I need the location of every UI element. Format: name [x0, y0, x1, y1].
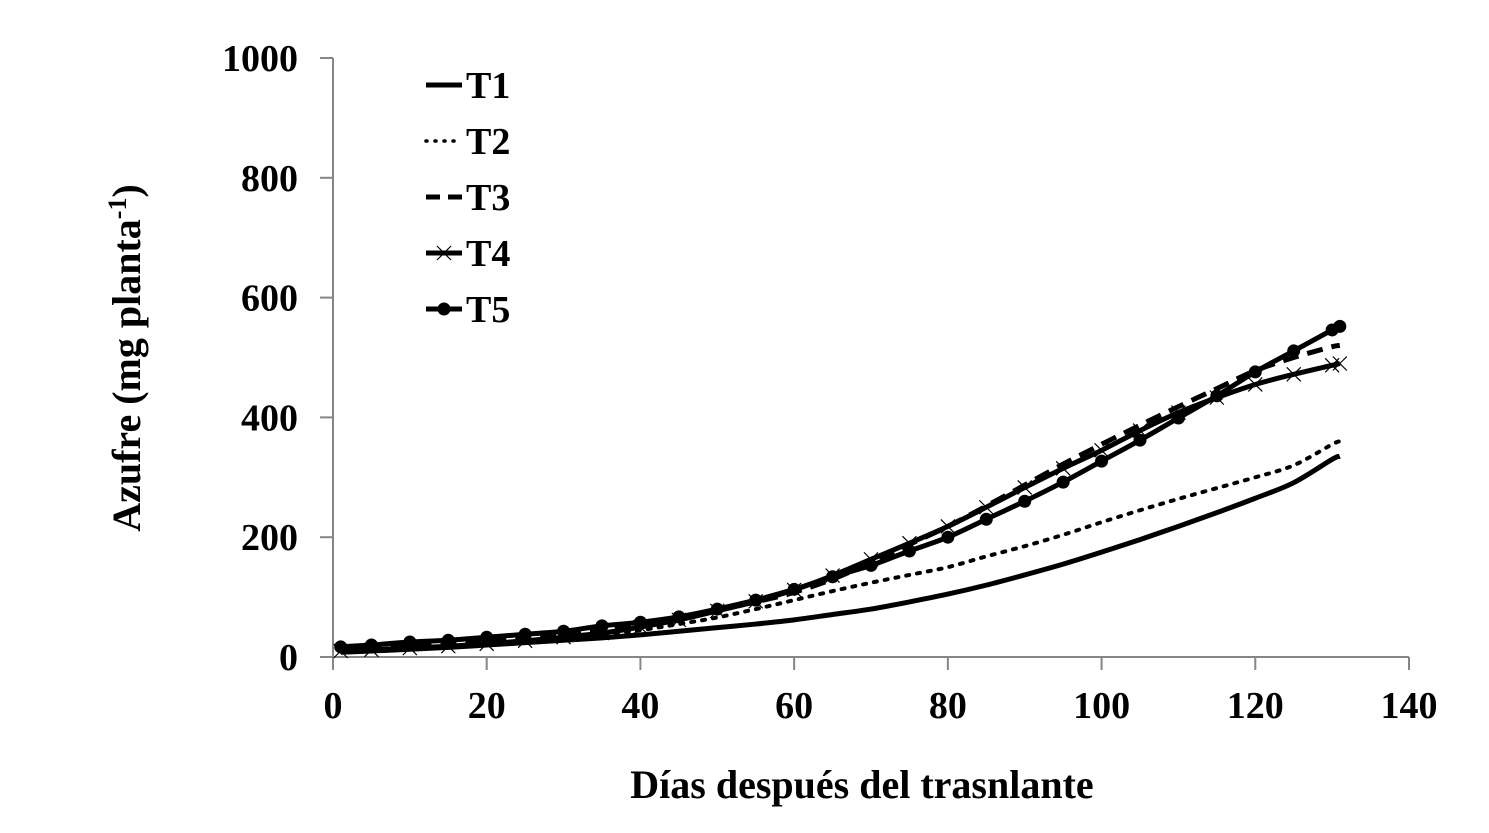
legend-item-t1: T1 [426, 65, 510, 107]
x-marker [940, 518, 956, 534]
legend-label: T4 [466, 233, 510, 275]
dot-marker [1248, 365, 1262, 379]
dot-marker [1095, 454, 1109, 468]
x-tick-label: 140 [1381, 685, 1438, 727]
y-tick-label: 1000 [222, 38, 298, 80]
x-marker [1094, 442, 1109, 458]
x-marker [1247, 377, 1263, 392]
x-tick-label: 80 [929, 685, 967, 727]
x-tick-label: 0 [324, 685, 343, 727]
dot-marker-icon [437, 302, 451, 316]
dot-marker [1056, 475, 1070, 489]
dot-marker [749, 593, 763, 607]
x-marker [1286, 366, 1302, 382]
x-tick-label: 40 [621, 685, 659, 727]
legend-label: T3 [466, 177, 510, 219]
dot-marker [979, 512, 993, 526]
dot-marker [334, 640, 348, 654]
legend-label: T1 [466, 65, 510, 107]
legend-item-t3: T3 [426, 177, 510, 219]
x-tick-label: 100 [1073, 685, 1130, 727]
series-line [340, 324, 1341, 650]
x-tick-label: 60 [775, 685, 813, 727]
dot-marker [1333, 319, 1347, 333]
dot-marker [441, 633, 455, 647]
dot-marker [1018, 494, 1032, 508]
legend-label: T5 [466, 289, 510, 331]
plot-area [333, 319, 1348, 659]
y-tick-label: 200 [241, 517, 298, 559]
legend-item-t4: T4 [426, 233, 510, 275]
dot-marker [518, 627, 532, 641]
dot-marker [364, 638, 378, 652]
series-t2 [338, 439, 1342, 654]
x-marker [1055, 460, 1071, 476]
dot-marker [826, 570, 840, 584]
series-t1 [340, 453, 1341, 655]
dot-marker [941, 530, 955, 544]
dot-marker [710, 602, 724, 616]
series-line [340, 453, 1341, 655]
dot-marker [595, 619, 609, 633]
series-t5 [334, 319, 1347, 654]
dot-marker [1210, 389, 1224, 403]
x-tick-label: 20 [468, 685, 506, 727]
x-marker [978, 499, 994, 515]
legend-label: T2 [466, 121, 510, 163]
y-tick-label: 400 [241, 397, 298, 439]
x-marker [1332, 356, 1348, 371]
series-line [340, 342, 1341, 653]
y-tick-label: 600 [241, 278, 298, 320]
series-line [338, 439, 1342, 654]
y-axis-title: Azufre (mg planta-1) [103, 184, 149, 532]
dot-marker [672, 610, 686, 624]
dot-marker [787, 582, 801, 596]
dot-marker [557, 624, 571, 638]
dot-marker [633, 615, 647, 629]
legend-item-t2: T2 [424, 121, 510, 163]
y-tick-label: 0 [279, 637, 298, 679]
dot-marker [1287, 344, 1301, 358]
dot-marker [1133, 433, 1147, 447]
legend: T1 T2 T3 T4 T5 [424, 65, 510, 331]
dot-marker [480, 630, 494, 644]
x-tick-label: 120 [1227, 685, 1284, 727]
axes: 0 200 400 600 800 1000 0 20 40 60 80 100 120 140 [222, 38, 1438, 727]
series-t3 [340, 342, 1341, 653]
dot-marker [403, 635, 417, 649]
dot-marker [902, 544, 916, 558]
series-line [340, 361, 1341, 654]
x-axis-title: Días después del trasnlante [630, 762, 1093, 807]
x-marker-icon [436, 245, 452, 261]
x-marker [1017, 480, 1033, 495]
y-tick-label: 800 [241, 158, 298, 200]
dot-marker [864, 558, 878, 572]
dot-marker [1171, 411, 1185, 425]
legend-item-t5: T5 [426, 289, 510, 331]
